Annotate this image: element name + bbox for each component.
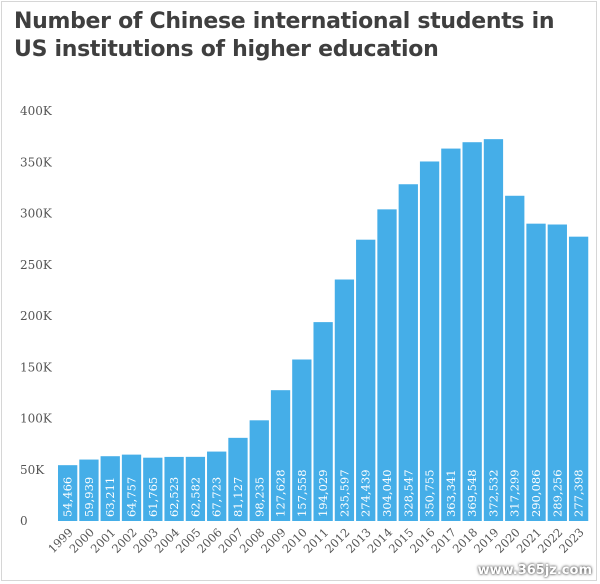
bar xyxy=(207,451,227,521)
bar-value-label: 304,040 xyxy=(380,469,394,517)
bar xyxy=(292,359,312,521)
bar-value-label: 54,466 xyxy=(61,477,75,517)
bar-value-label: 363,341 xyxy=(444,469,458,517)
bar xyxy=(377,209,397,522)
bar xyxy=(79,459,99,521)
bar-value-label: 59,939 xyxy=(82,477,96,517)
bar-value-label: 290,086 xyxy=(529,469,543,517)
bar-value-label: 289,256 xyxy=(550,469,564,517)
bar xyxy=(398,184,418,522)
bar-value-label: 63,211 xyxy=(103,477,117,517)
watermark-text: www.365jz.com xyxy=(477,563,592,578)
bar-value-label: 369,548 xyxy=(465,469,479,517)
bar xyxy=(526,223,546,521)
bar xyxy=(249,420,269,521)
y-tick-label: 150K xyxy=(20,360,53,374)
bar-value-label: 235,597 xyxy=(337,469,351,517)
bar xyxy=(313,322,333,521)
bar xyxy=(441,148,461,521)
y-tick-label: 50K xyxy=(20,463,45,477)
y-tick-label: 200K xyxy=(20,309,53,323)
bar-value-label: 317,299 xyxy=(508,469,522,517)
bar xyxy=(356,239,376,521)
bar-value-label: 67,723 xyxy=(210,477,224,517)
bar xyxy=(462,142,482,521)
bar xyxy=(270,390,291,521)
y-tick-label: 250K xyxy=(20,258,53,272)
bar-value-label: 62,582 xyxy=(188,477,202,517)
bar-value-label: 277,398 xyxy=(572,469,586,517)
bar-value-label: 157,558 xyxy=(295,469,309,517)
bar xyxy=(58,465,78,521)
bar-value-label: 274,439 xyxy=(359,469,373,517)
chart-title: Number of Chinese international students… xyxy=(14,9,555,62)
bar xyxy=(568,236,589,522)
bar-value-label: 350,755 xyxy=(423,469,437,517)
bar xyxy=(185,456,206,521)
bar-value-label: 328,547 xyxy=(401,469,415,517)
bar-value-label: 62,523 xyxy=(167,477,181,517)
x-tick-label: 2023 xyxy=(556,525,587,556)
y-tick-label: 400K xyxy=(20,104,53,118)
bar xyxy=(228,437,248,521)
y-tick-label: 350K xyxy=(20,155,53,169)
bar xyxy=(164,456,184,521)
bar xyxy=(334,279,355,521)
bar xyxy=(143,457,163,521)
y-tick-label: 100K xyxy=(20,412,53,426)
bar xyxy=(505,195,525,521)
bar xyxy=(547,224,567,521)
bar-value-label: 372,532 xyxy=(486,469,500,517)
bar-value-label: 98,235 xyxy=(252,477,266,517)
bar-value-label: 127,628 xyxy=(274,469,288,517)
y-tick-label: 0 xyxy=(20,514,28,528)
bar xyxy=(483,139,504,521)
bar-value-label: 194,029 xyxy=(316,469,330,517)
bar xyxy=(121,454,142,521)
bar-value-label: 61,765 xyxy=(146,477,160,517)
bar xyxy=(419,161,440,522)
bar xyxy=(100,456,120,521)
y-tick-label: 300K xyxy=(20,207,53,221)
bar-value-label: 64,757 xyxy=(125,477,139,517)
bar-value-label: 81,127 xyxy=(231,477,245,517)
